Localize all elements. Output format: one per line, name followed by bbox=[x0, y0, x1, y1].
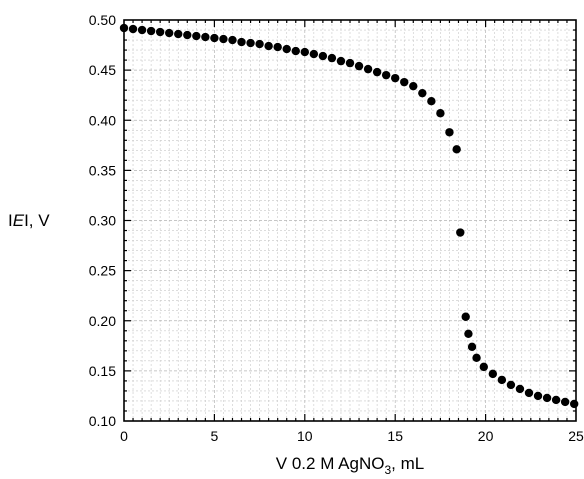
data-point bbox=[400, 77, 409, 87]
data-point bbox=[497, 375, 507, 385]
data-point bbox=[363, 64, 373, 74]
data-point bbox=[210, 33, 219, 43]
data-point bbox=[237, 37, 246, 47]
y-tick-label: 0.15 bbox=[89, 363, 116, 379]
x-tick-label: 10 bbox=[297, 428, 313, 444]
data-point bbox=[291, 46, 300, 56]
data-point bbox=[391, 73, 400, 83]
data-point bbox=[560, 397, 570, 407]
x-tick-label: 5 bbox=[211, 428, 219, 444]
data-point bbox=[137, 25, 147, 35]
data-point bbox=[533, 391, 543, 401]
y-tick-labels: 0.10 0.15 0.20 0.25 0.30 0.35 0.40 0.45 0.50 bbox=[89, 12, 116, 429]
data-point bbox=[436, 109, 445, 118]
data-point bbox=[427, 97, 436, 106]
data-point bbox=[318, 51, 328, 61]
data-point bbox=[255, 39, 264, 49]
data-point bbox=[456, 228, 465, 237]
data-point bbox=[445, 128, 454, 137]
data-point bbox=[119, 23, 129, 33]
y-tick-label: 0.25 bbox=[89, 263, 116, 279]
data-point bbox=[165, 28, 174, 38]
data-point bbox=[336, 56, 346, 66]
data-point bbox=[183, 30, 192, 40]
data-point bbox=[201, 32, 210, 42]
data-point bbox=[551, 395, 561, 405]
data-point bbox=[569, 399, 579, 409]
data-point bbox=[354, 61, 364, 71]
x-tick-label: 15 bbox=[387, 428, 403, 444]
data-point bbox=[273, 42, 282, 52]
data-point bbox=[515, 384, 525, 394]
y-axis-title: IEI, V bbox=[8, 211, 50, 230]
data-points bbox=[119, 23, 579, 409]
data-point bbox=[452, 145, 461, 154]
data-point bbox=[345, 58, 355, 68]
x-tick-label: 25 bbox=[568, 428, 584, 444]
y-tick-label: 0.35 bbox=[89, 162, 116, 178]
x-axis-title: V 0.2 M AgNO3, mL bbox=[276, 454, 424, 477]
data-point bbox=[381, 70, 391, 80]
grid-lines bbox=[124, 20, 576, 421]
y-tick-label: 0.50 bbox=[89, 12, 116, 28]
data-point bbox=[192, 31, 201, 41]
data-point bbox=[488, 369, 498, 379]
data-point bbox=[479, 362, 488, 372]
x-tick-label: 0 bbox=[120, 428, 128, 444]
y-tick-label: 0.45 bbox=[89, 62, 116, 78]
data-point bbox=[155, 27, 165, 37]
data-point bbox=[228, 35, 237, 45]
data-point bbox=[372, 67, 382, 77]
data-point bbox=[246, 38, 255, 48]
data-point bbox=[467, 342, 477, 352]
data-point bbox=[409, 81, 418, 91]
data-point bbox=[219, 34, 228, 44]
data-point bbox=[300, 47, 309, 57]
data-point bbox=[264, 41, 273, 51]
data-point bbox=[282, 44, 291, 54]
data-point bbox=[309, 49, 319, 59]
data-point bbox=[461, 312, 470, 321]
data-point bbox=[174, 29, 183, 39]
data-point bbox=[128, 24, 138, 34]
y-tick-label: 0.40 bbox=[89, 112, 116, 128]
y-tick-label: 0.10 bbox=[89, 413, 116, 429]
data-point bbox=[418, 88, 427, 98]
x-tick-label: 20 bbox=[478, 428, 494, 444]
data-point bbox=[327, 53, 337, 63]
data-point bbox=[464, 329, 473, 338]
data-point bbox=[146, 26, 156, 36]
data-point bbox=[506, 380, 516, 390]
data-point bbox=[472, 353, 481, 363]
y-tick-label: 0.30 bbox=[89, 213, 116, 229]
x-tick-labels: 0 5 10 15 20 25 bbox=[120, 428, 584, 444]
y-tick-label: 0.20 bbox=[89, 313, 116, 329]
data-point bbox=[542, 393, 552, 403]
data-point bbox=[524, 388, 534, 398]
